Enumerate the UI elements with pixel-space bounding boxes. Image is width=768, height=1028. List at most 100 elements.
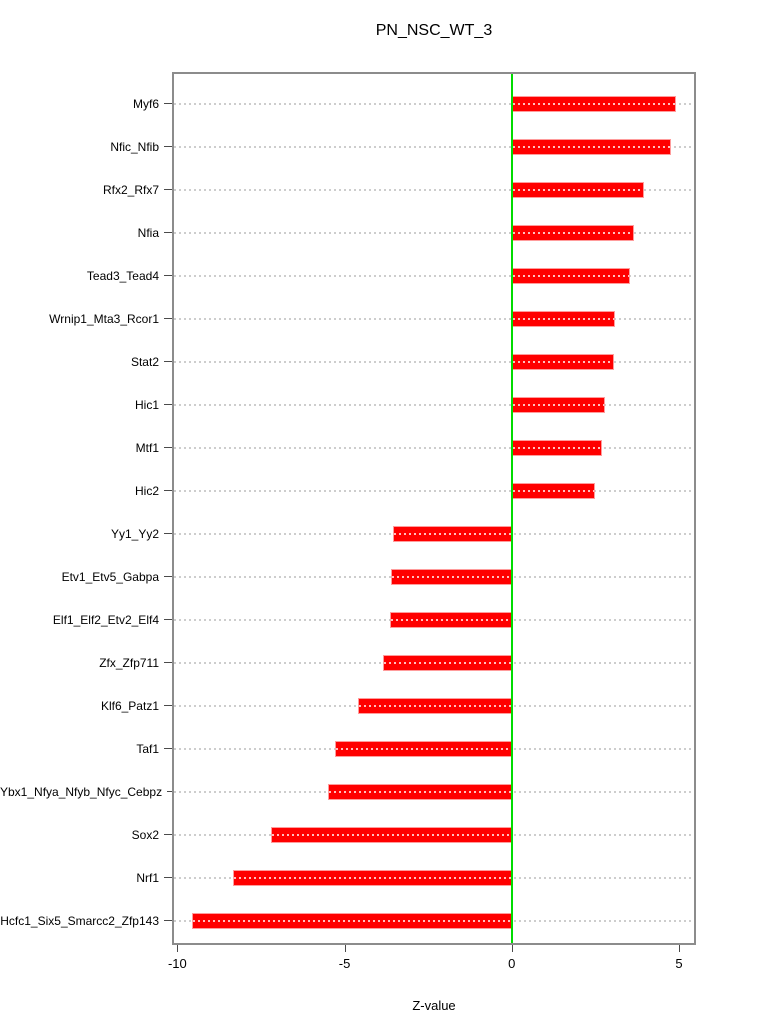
y-axis-row: Hic1: [0, 383, 172, 426]
bar: [232, 869, 512, 886]
category-label: Etv1_Etv5_Gabpa: [61, 569, 159, 584]
y-tick-mark: [164, 705, 172, 706]
chart-row: [174, 684, 694, 727]
bar: [511, 310, 616, 327]
y-axis-row: Zfx_Zfp711: [0, 641, 172, 684]
y-axis-row: Klf6_Patz1: [0, 684, 172, 727]
category-gridline: [174, 360, 694, 363]
y-tick-mark: [164, 576, 172, 577]
bar: [270, 826, 512, 843]
y-axis-row: Myf6: [0, 82, 172, 125]
y-axis-row: Elf1_Elf2_Etv2_Elf4: [0, 598, 172, 641]
y-tick-mark: [164, 232, 172, 233]
x-tick-label: 0: [508, 956, 516, 971]
chart-row: [174, 211, 694, 254]
y-tick-mark: [164, 318, 172, 319]
y-tick-mark: [167, 791, 172, 792]
category-label: Hic1: [134, 397, 159, 412]
x-tick-label: 5: [675, 956, 683, 971]
y-axis-row: Taf1: [0, 727, 172, 770]
category-label: Nfic_Nfib: [110, 139, 159, 154]
chart-row: [174, 856, 694, 899]
bar: [511, 396, 606, 413]
y-tick-mark: [164, 662, 172, 663]
category-gridline: [174, 446, 694, 449]
chart-row: [174, 770, 694, 813]
chart-row: [174, 426, 694, 469]
chart-row: [174, 383, 694, 426]
category-label: Mtf1: [135, 440, 159, 455]
x-tick-label: -10: [167, 956, 187, 971]
chart-row: [174, 813, 694, 856]
chart-row: [174, 512, 694, 555]
chart-row: [174, 469, 694, 512]
y-tick-mark: [164, 533, 172, 534]
category-label: Stat2: [130, 354, 159, 369]
y-axis-row: Mtf1: [0, 426, 172, 469]
bar: [511, 138, 671, 155]
y-tick-mark: [164, 275, 172, 276]
x-axis: -10 -5 0 5: [168, 945, 694, 985]
y-tick-mark: [164, 834, 172, 835]
category-gridline: [174, 145, 694, 148]
bar: [334, 740, 512, 757]
bar: [391, 568, 512, 585]
y-axis-row: Wrnip1_Mta3_Rcor1: [0, 297, 172, 340]
category-label: Yy1_Yy2: [110, 526, 159, 541]
chart-row: [174, 168, 694, 211]
category-label: Zfx_Zfp711: [99, 655, 159, 670]
x-tick-mark: [344, 945, 346, 952]
category-label: Ybx1_Nfya_Nfyb_Nfyc_Cebpz: [0, 784, 163, 799]
x-tick-mark: [678, 945, 680, 952]
y-tick-mark: [164, 619, 172, 620]
x-tick-mark: [511, 945, 513, 952]
y-tick-mark: [164, 748, 172, 749]
category-label: Tead3_Tead4: [86, 268, 159, 283]
x-tick-label: -5: [338, 956, 351, 971]
category-gridline: [174, 102, 694, 105]
category-label: Nfia: [137, 225, 159, 240]
y-axis-row: Hic2: [0, 469, 172, 512]
category-label: Hcfc1_Six5_Smarcc2_Zfp143: [0, 913, 159, 928]
bar: [393, 525, 512, 542]
category-label: Taf1: [136, 741, 159, 756]
y-tick-mark: [164, 361, 172, 362]
y-tick-mark: [164, 920, 172, 921]
category-gridline: [174, 188, 694, 191]
category-label: Elf1_Elf2_Etv2_Elf4: [52, 612, 159, 627]
y-axis-row: Yy1_Yy2: [0, 512, 172, 555]
y-tick-mark: [164, 103, 172, 104]
category-label: Myf6: [132, 96, 159, 111]
category-label: Klf6_Patz1: [100, 698, 159, 713]
x-tick-mark: [177, 945, 179, 952]
category-gridline: [174, 231, 694, 234]
bar: [511, 439, 603, 456]
bar-rows: [174, 74, 694, 943]
y-axis-row: Nfic_Nfib: [0, 125, 172, 168]
category-gridline: [174, 489, 694, 492]
y-axis-row: Stat2: [0, 340, 172, 383]
y-axis-row: Tead3_Tead4: [0, 254, 172, 297]
x-axis-label: Z-value: [412, 998, 456, 1013]
y-tick-mark: [164, 447, 172, 448]
y-tick-mark: [164, 490, 172, 491]
y-tick-mark: [164, 189, 172, 190]
y-axis-row: Etv1_Etv5_Gabpa: [0, 555, 172, 598]
category-label: Sox2: [131, 827, 159, 842]
y-axis: Myf6 Nfic_Nfib Rfx2_Rfx7 Nfia Tead3_Tead4 Wrn…: [0, 74, 172, 951]
category-gridline: [174, 403, 694, 406]
category-gridline: [174, 317, 694, 320]
y-axis-row: Rfx2_Rfx7: [0, 168, 172, 211]
bar: [383, 654, 512, 671]
chart-row: [174, 340, 694, 383]
bar: [511, 224, 634, 241]
chart-title: PN_NSC_WT_3: [375, 22, 493, 39]
y-axis-row: Hcfc1_Six5_Smarcc2_Zfp143: [0, 899, 172, 942]
bar: [389, 611, 512, 628]
zero-reference-line: [510, 74, 513, 943]
chart-row: [174, 727, 694, 770]
bar: [511, 267, 631, 284]
bar: [511, 482, 596, 499]
bar: [192, 912, 512, 929]
